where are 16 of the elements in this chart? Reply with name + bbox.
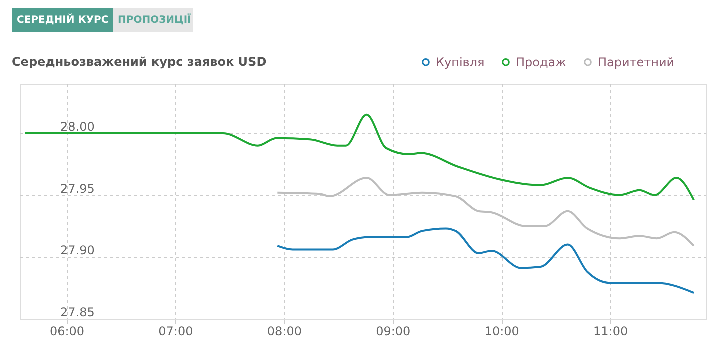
x-tick-label: 10:00 <box>484 324 520 338</box>
text: ПРОПОЗИЦІЇ <box>118 13 192 26</box>
y-tick-label: 27.95 <box>60 182 95 196</box>
x-tick-label: 08:00 <box>267 324 302 338</box>
chart-title: Середньозважений курс заявок USD <box>12 55 267 69</box>
y-tick-label: 27.90 <box>60 244 95 258</box>
y-tick-label: 28.00 <box>60 120 95 134</box>
x-tick-label: 11:00 <box>594 324 628 338</box>
x-tick-label: 06:00 <box>50 324 85 338</box>
x-tick-label: 07:00 <box>158 324 194 338</box>
legend-label: Паритетний <box>598 55 675 70</box>
text: СЕРЕДНІЙ КУРС <box>17 13 109 26</box>
legend-label: Купівля <box>436 55 485 70</box>
y-tick-label: 27.85 <box>60 306 95 320</box>
legend-label: Продаж <box>516 55 567 70</box>
x-tick-label: 09:00 <box>376 324 411 338</box>
